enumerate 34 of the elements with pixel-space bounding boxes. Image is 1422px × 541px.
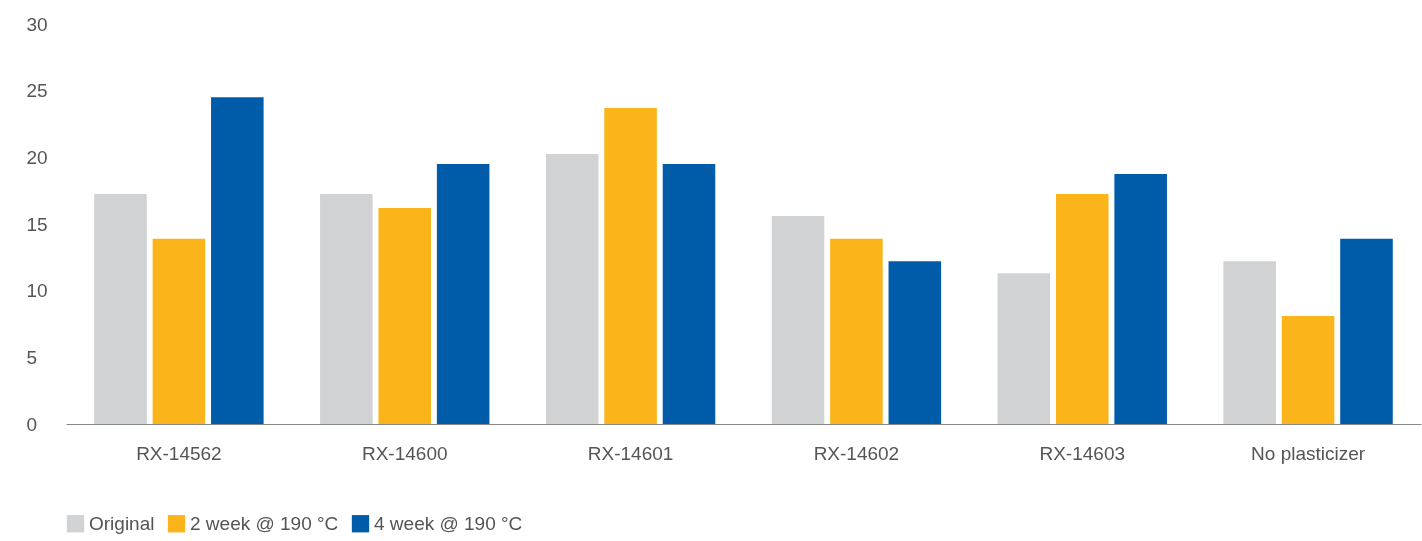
bar	[771, 216, 825, 424]
legend-label: 4 week @ 190 °C	[374, 512, 523, 534]
y-tick-label: 20	[26, 146, 48, 168]
bar	[152, 238, 206, 424]
y-tick-label: 5	[26, 346, 38, 368]
bar	[1223, 261, 1276, 424]
bar	[830, 238, 883, 424]
x-tick-label: RX-14601	[587, 442, 674, 464]
bar	[320, 194, 373, 424]
y-tick-label: 25	[26, 80, 48, 102]
bar	[888, 261, 942, 424]
bar	[662, 164, 716, 424]
x-tick-label: RX-14603	[1039, 442, 1126, 464]
bar	[1340, 238, 1393, 424]
y-tick-label: 15	[26, 213, 48, 235]
x-tick-label: RX-14602	[813, 442, 900, 464]
bar	[1114, 174, 1167, 424]
x-tick-label: RX-14562	[136, 442, 222, 464]
y-tick-label: 30	[26, 13, 48, 35]
bar	[1055, 194, 1109, 424]
legend-label: Original	[89, 512, 155, 534]
legend-label: 2 week @ 190 °C	[190, 512, 339, 534]
bar	[1281, 316, 1335, 424]
x-tick-label: No plasticizer	[1251, 442, 1366, 464]
bar	[211, 97, 264, 424]
bar	[94, 194, 147, 424]
bar	[997, 273, 1051, 424]
y-tick-label: 0	[26, 413, 38, 435]
bar	[378, 208, 432, 424]
bar	[436, 164, 490, 424]
bar	[604, 108, 657, 424]
y-tick-label: 10	[26, 280, 48, 302]
bar	[545, 154, 599, 424]
x-tick-label: RX-14600	[361, 442, 448, 464]
